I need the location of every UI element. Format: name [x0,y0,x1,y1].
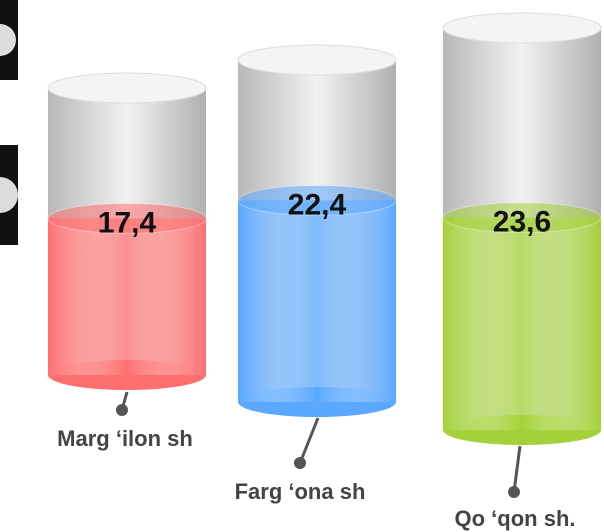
category-label: Farg ‘ona sh [235,479,366,504]
tank-top [238,45,396,75]
tank-top [48,73,206,103]
decor-left [0,0,18,245]
connector [514,446,520,492]
category-label: Qo ‘qon sh. [455,506,576,531]
bar [443,218,601,430]
chart: 17,4 Marg ‘ilon sh 22,4 Farg ‘ona sh 23,6 Qo … [0,0,604,532]
category-label: Marg ‘ilon sh [57,426,193,451]
value-label: 22,4 [288,188,347,221]
connector-dot [294,457,306,469]
bar [238,200,396,402]
bar [48,218,206,375]
value-label: 17,4 [98,206,157,239]
connector-dot [508,486,520,498]
value-label: 23,6 [493,206,551,239]
tank-top [443,13,601,43]
connector-dot [116,404,128,416]
connector [300,418,318,463]
